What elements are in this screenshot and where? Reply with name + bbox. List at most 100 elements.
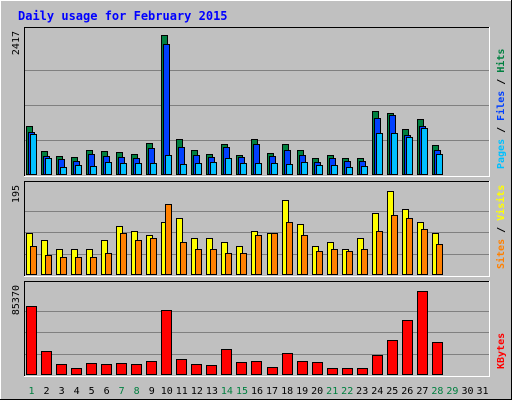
x-axis-day-labels: 1 2 3 4 5 6 7 8 9 10 11 12 13 14 15 16 17 18 19 20 21 22 23 24 2… <box>28 386 488 397</box>
bar-pages-day-8 <box>135 163 142 175</box>
bar-kbytes-day-5 <box>86 363 97 375</box>
bar-pages-day-17 <box>271 163 278 175</box>
x-tick-label-8: 8 <box>134 386 140 397</box>
bar-sites-day-13 <box>210 249 217 275</box>
bar-sites-day-22 <box>346 251 353 275</box>
series-legend-part: / <box>496 221 507 239</box>
series-legend-part: Sites <box>495 239 507 269</box>
bar-pages-day-22 <box>346 167 353 175</box>
x-tick-label-28: 28 <box>431 386 443 397</box>
bar-kbytes-day-10 <box>161 310 172 375</box>
series-legend: Sites / Visits <box>495 185 507 269</box>
bar-kbytes-day-7 <box>116 363 127 375</box>
bar-pages-day-25 <box>391 133 398 175</box>
bar-sites-day-2 <box>45 255 52 275</box>
x-tick-label-31: 31 <box>476 386 488 397</box>
bar-kbytes-day-12 <box>191 364 202 375</box>
bar-pages-day-27 <box>421 128 428 175</box>
bar-pages-day-1 <box>30 134 37 175</box>
x-tick-label-13: 13 <box>206 386 218 397</box>
y-axis-max-label: 2417 <box>11 31 22 55</box>
bar-pages-day-24 <box>376 133 383 175</box>
series-legend-part: Pages <box>496 139 507 169</box>
bar-kbytes-day-27 <box>417 291 428 375</box>
x-tick-label-7: 7 <box>119 386 125 397</box>
bar-sites-day-4 <box>75 257 82 275</box>
bar-kbytes-day-4 <box>71 368 82 375</box>
bar-sites-day-21 <box>331 249 338 275</box>
bar-kbytes-day-23 <box>357 368 368 375</box>
series-legend-part: Files <box>495 91 507 121</box>
bars <box>26 191 443 275</box>
bar-pages-day-16 <box>255 163 262 175</box>
x-tick-label-4: 4 <box>74 386 80 397</box>
bar-kbytes-day-13 <box>206 365 217 375</box>
series-legend: Pages / Files / Hits <box>495 49 507 169</box>
x-tick-label-23: 23 <box>356 386 368 397</box>
x-tick-label-22: 22 <box>341 386 353 397</box>
x-tick-label-29: 29 <box>446 386 458 397</box>
bar-sites-day-8 <box>135 240 142 275</box>
series-legend: KBytes <box>496 333 507 369</box>
bar-sites-day-25 <box>391 215 398 275</box>
chart-panel-3: 85370 KBytes <box>11 281 507 377</box>
bar-sites-day-20 <box>316 251 323 275</box>
x-tick-label-10: 10 <box>161 386 173 397</box>
bar-sites-day-6 <box>105 253 112 275</box>
bar-sites-day-17 <box>271 233 278 275</box>
bar-pages-day-4 <box>75 165 82 175</box>
x-tick-label-2: 2 <box>43 386 49 397</box>
bar-kbytes-day-25 <box>387 340 398 375</box>
bar-pages-day-26 <box>406 137 413 175</box>
bar-kbytes-day-15 <box>236 362 247 375</box>
series-legend-part: / <box>496 121 507 139</box>
x-tick-label-18: 18 <box>281 386 293 397</box>
bar-pages-day-18 <box>286 164 293 175</box>
x-tick-label-17: 17 <box>266 386 278 397</box>
y-axis-max-label: 85370 <box>11 285 22 315</box>
bar-kbytes-day-8 <box>131 364 142 375</box>
bar-pages-day-20 <box>316 165 323 175</box>
x-tick-label-16: 16 <box>251 386 263 397</box>
bars <box>26 291 443 375</box>
bar-sites-day-14 <box>225 253 232 275</box>
bar-sites-day-26 <box>406 218 413 275</box>
bar-kbytes-day-28 <box>432 342 443 375</box>
bar-kbytes-day-24 <box>372 355 383 375</box>
y-axis-max-label: 195 <box>11 185 22 203</box>
bar-kbytes-day-16 <box>251 361 262 375</box>
x-tick-label-11: 11 <box>176 386 188 397</box>
bar-pages-day-11 <box>180 164 187 175</box>
x-tick-label-3: 3 <box>59 386 65 397</box>
bar-pages-day-28 <box>436 154 443 175</box>
bar-sites-day-24 <box>376 231 383 275</box>
x-tick-label-6: 6 <box>104 386 110 397</box>
bar-pages-day-14 <box>225 158 232 175</box>
bar-kbytes-day-3 <box>56 364 67 375</box>
series-legend-part: Hits <box>495 49 507 73</box>
x-tick-label-24: 24 <box>371 386 383 397</box>
bar-sites-day-16 <box>255 235 262 275</box>
bar-sites-day-5 <box>90 257 97 275</box>
x-tick-label-1: 1 <box>28 386 34 397</box>
series-legend-part: Visits <box>495 185 507 221</box>
bar-kbytes-day-18 <box>282 353 293 375</box>
bar-kbytes-day-20 <box>312 362 323 375</box>
bars <box>26 35 443 175</box>
x-tick-label-19: 19 <box>296 386 308 397</box>
bar-sites-day-9 <box>150 238 157 275</box>
series-legend-part: KBytes <box>496 333 507 369</box>
bar-sites-day-19 <box>301 235 308 275</box>
bar-sites-day-3 <box>60 257 67 275</box>
bar-kbytes-day-19 <box>297 361 308 375</box>
bar-sites-day-12 <box>195 249 202 275</box>
bar-pages-day-13 <box>210 162 217 175</box>
bar-pages-day-6 <box>105 162 112 175</box>
bar-pages-day-9 <box>150 163 157 175</box>
bar-pages-day-2 <box>45 158 52 175</box>
bar-sites-day-18 <box>286 222 293 275</box>
chart-panel-2: 195 Sites / Visits <box>11 181 507 277</box>
x-tick-label-9: 9 <box>149 386 155 397</box>
bar-kbytes-day-22 <box>342 368 353 375</box>
